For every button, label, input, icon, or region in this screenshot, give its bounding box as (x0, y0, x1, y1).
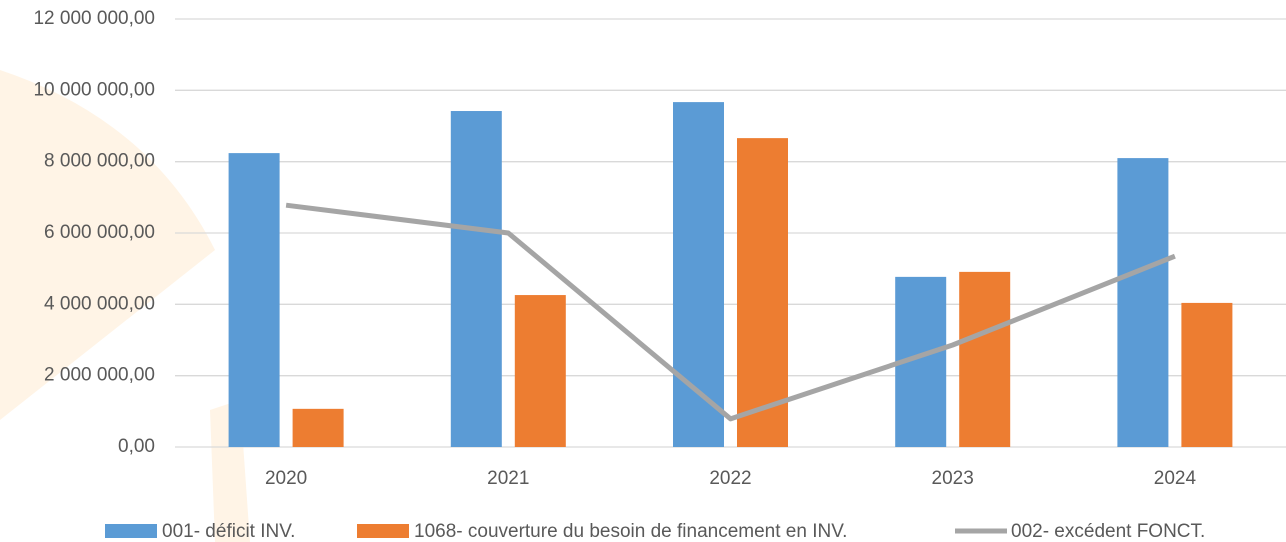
y-tick-label: 12 000 000,00 (33, 8, 155, 29)
bar (228, 153, 280, 447)
y-tick-label: 6 000 000,00 (44, 222, 155, 243)
bar (1117, 158, 1169, 447)
bar (737, 138, 788, 448)
x-tick-label: 2023 (932, 468, 974, 489)
bar (959, 271, 1011, 447)
y-tick-label: 10 000 000,00 (33, 79, 155, 100)
legend-swatch (357, 524, 409, 538)
legend-label: 002- excédent FONCT. (1011, 521, 1205, 542)
background-shape (0, 70, 215, 420)
x-tick-label: 2024 (1154, 468, 1197, 489)
x-tick-label: 2020 (265, 468, 307, 489)
y-tick-label: 8 000 000,00 (44, 151, 155, 172)
x-tick-label: 2022 (709, 468, 751, 489)
bar (450, 111, 502, 448)
legend-label: 1068- couverture du besoin de financemen… (414, 521, 847, 542)
bar (514, 295, 566, 447)
y-tick-label: 0,00 (118, 436, 155, 457)
y-tick-label: 2 000 000,00 (44, 365, 155, 386)
bar (292, 408, 344, 447)
x-tick-label: 2021 (487, 468, 529, 489)
y-tick-label: 4 000 000,00 (44, 293, 155, 314)
legend-label: 001- déficit INV. (162, 521, 295, 542)
line (285, 202, 1176, 422)
legend-swatch (105, 524, 157, 538)
bar (1181, 302, 1233, 447)
